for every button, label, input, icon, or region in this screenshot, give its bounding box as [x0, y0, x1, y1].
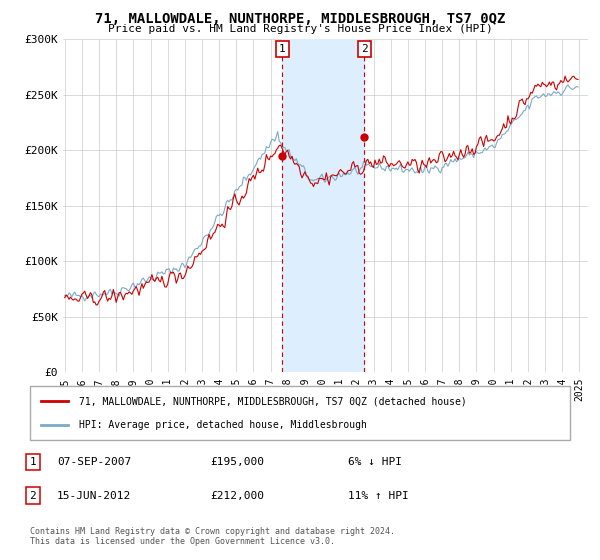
Text: 2: 2 — [361, 44, 367, 54]
Text: HPI: Average price, detached house, Middlesbrough: HPI: Average price, detached house, Midd… — [79, 419, 367, 430]
Text: £212,000: £212,000 — [210, 491, 264, 501]
Text: £195,000: £195,000 — [210, 457, 264, 467]
Text: 1: 1 — [279, 44, 286, 54]
Text: Contains HM Land Registry data © Crown copyright and database right 2024.
This d: Contains HM Land Registry data © Crown c… — [30, 526, 395, 546]
FancyBboxPatch shape — [30, 386, 570, 440]
Text: 71, MALLOWDALE, NUNTHORPE, MIDDLESBROUGH, TS7 0QZ: 71, MALLOWDALE, NUNTHORPE, MIDDLESBROUGH… — [95, 12, 505, 26]
Text: 6% ↓ HPI: 6% ↓ HPI — [348, 457, 402, 467]
Text: 2: 2 — [29, 491, 37, 501]
Text: 15-JUN-2012: 15-JUN-2012 — [57, 491, 131, 501]
Text: 1: 1 — [29, 457, 37, 467]
Text: 07-SEP-2007: 07-SEP-2007 — [57, 457, 131, 467]
Text: 11% ↑ HPI: 11% ↑ HPI — [348, 491, 409, 501]
Bar — [282, 39, 364, 372]
Text: Price paid vs. HM Land Registry's House Price Index (HPI): Price paid vs. HM Land Registry's House … — [107, 24, 493, 34]
Text: 71, MALLOWDALE, NUNTHORPE, MIDDLESBROUGH, TS7 0QZ (detached house): 71, MALLOWDALE, NUNTHORPE, MIDDLESBROUGH… — [79, 396, 466, 407]
